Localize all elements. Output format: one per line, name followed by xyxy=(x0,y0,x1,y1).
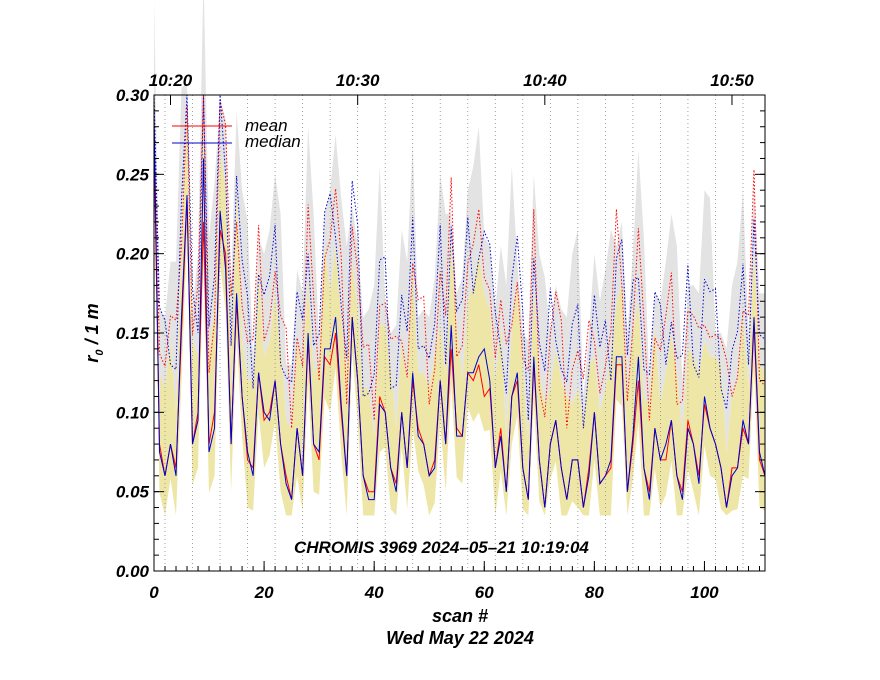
top-tick-label: 10:50 xyxy=(710,71,754,90)
x-axis-label: scan # xyxy=(432,606,488,626)
x-tick-label: 60 xyxy=(475,583,494,602)
x-tick-label: 20 xyxy=(254,583,274,602)
y-tick-label: 0.00 xyxy=(116,562,150,581)
y-tick-label: 0.15 xyxy=(116,324,150,343)
time-gridlines xyxy=(164,95,744,571)
y-axis-label: r0 / 1 m xyxy=(82,303,106,362)
y-tick-label: 0.05 xyxy=(116,483,150,502)
y-axis-label-main: r xyxy=(82,355,102,363)
median-upper-dotted xyxy=(153,94,766,429)
top-tick-label: 10:40 xyxy=(523,71,567,90)
legend-label-mean: mean xyxy=(245,116,288,135)
upper-envelope-lines xyxy=(153,94,766,429)
y-axis-label-subscript: 0 xyxy=(94,349,106,356)
legend-label-median: median xyxy=(245,132,301,151)
axes: 0 20 40 60 80 100 0.00 0.05 0.10 0.15 0.20 0.25 0.30… xyxy=(116,71,765,602)
x-tick-label: 40 xyxy=(364,583,384,602)
x-tick-label: 0 xyxy=(149,583,159,602)
y-axis-label-rest: / 1 m xyxy=(82,303,102,349)
top-tick-label: 10:30 xyxy=(336,71,380,90)
y-tick-label: 0.30 xyxy=(116,86,150,105)
date-label: Wed May 22 2024 xyxy=(386,628,534,648)
x-tick-label: 80 xyxy=(585,583,604,602)
series-lines xyxy=(153,110,766,508)
yellow-band xyxy=(154,79,765,516)
y-tick-label: 0.10 xyxy=(116,403,150,422)
legend: mean median xyxy=(172,116,301,151)
y-tick-label: 0.25 xyxy=(116,165,150,184)
grey-band xyxy=(154,0,765,452)
chart-annotation: CHROMIS 3969 2024–05–21 10:19:04 xyxy=(294,538,589,557)
x-tick-label: 100 xyxy=(690,583,719,602)
spread-bands xyxy=(154,0,765,516)
y-tick-label: 0.20 xyxy=(116,245,150,264)
top-tick-label: 10:20 xyxy=(149,71,193,90)
svg-text:r0 / 1 m: r0 / 1 m xyxy=(82,303,106,362)
series-line-median xyxy=(153,110,766,508)
